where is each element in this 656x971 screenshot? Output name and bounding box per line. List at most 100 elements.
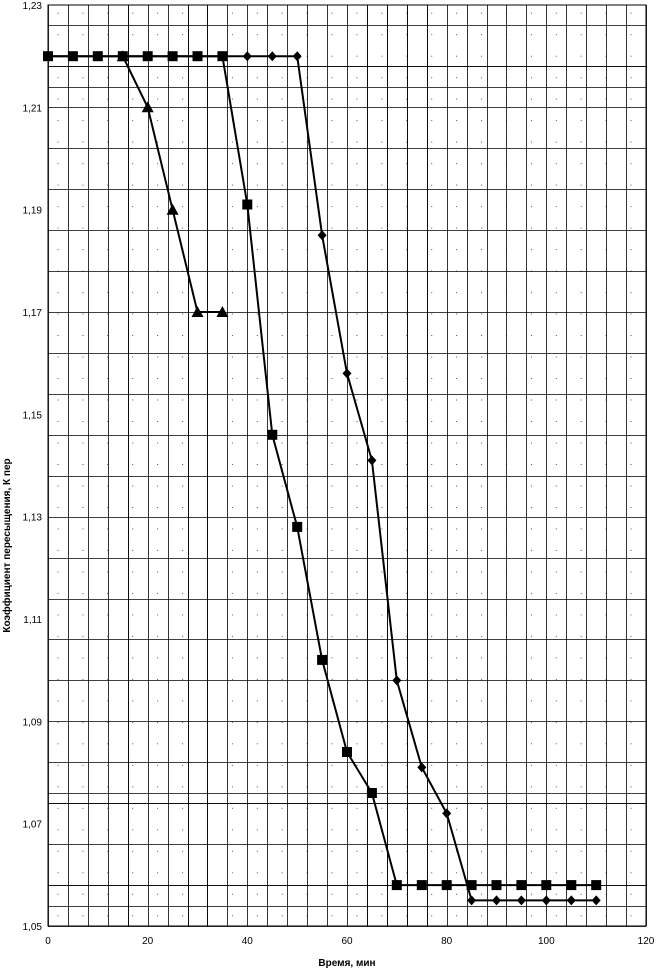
- background-dot: [231, 528, 233, 530]
- background-dot: [132, 700, 134, 702]
- background-dot: [182, 464, 184, 465]
- background-dot: [530, 98, 532, 100]
- background-dot: [132, 893, 134, 895]
- background-dot: [630, 292, 632, 294]
- background-dot: [157, 893, 159, 895]
- background-dot: [82, 915, 84, 917]
- background-dot: [107, 743, 109, 745]
- background-dot: [456, 77, 458, 79]
- background-dot: [456, 378, 458, 379]
- background-dot: [630, 528, 632, 530]
- background-dot: [356, 592, 358, 594]
- background-dot: [630, 592, 632, 594]
- background-dot: [456, 571, 458, 573]
- background-dot: [57, 829, 59, 831]
- background-dot: [231, 872, 233, 874]
- background-dot: [481, 872, 483, 874]
- background-dot: [381, 378, 383, 379]
- background-dot: [530, 399, 532, 401]
- background-dot: [381, 721, 383, 723]
- background-dot: [157, 635, 159, 637]
- background-dot: [580, 700, 582, 702]
- background-dot: [555, 421, 557, 422]
- background-dot: [406, 743, 408, 745]
- background-dot: [431, 442, 433, 444]
- background-dot: [82, 163, 84, 165]
- background-dot: [456, 721, 458, 723]
- background-dot: [431, 421, 433, 422]
- data-point-square: [566, 880, 577, 891]
- background-dot: [281, 657, 283, 659]
- x-tick-label: 120: [638, 936, 655, 947]
- background-dot: [530, 764, 532, 766]
- background-dot: [231, 464, 233, 465]
- background-dot: [555, 872, 557, 874]
- background-dot: [231, 184, 233, 186]
- background-dot: [530, 249, 532, 251]
- background-dot: [406, 12, 408, 14]
- background-dot: [107, 206, 109, 208]
- background-dot: [356, 571, 358, 573]
- background-dot: [580, 678, 582, 680]
- background-dot: [182, 786, 184, 788]
- background-dot: [132, 915, 134, 917]
- background-dot: [82, 120, 84, 122]
- background-dot: [456, 464, 458, 465]
- background-dot: [132, 163, 134, 165]
- background-dot: [107, 356, 109, 358]
- background-dot: [580, 721, 582, 723]
- background-dot: [182, 850, 184, 852]
- background-dot: [231, 335, 233, 336]
- background-dot: [630, 635, 632, 637]
- background-dot: [555, 313, 557, 315]
- background-dot: [256, 98, 258, 100]
- background-dot: [132, 872, 134, 874]
- background-dot: [406, 464, 408, 465]
- background-dot: [82, 464, 84, 465]
- data-point-square: [242, 199, 253, 210]
- background-dot: [481, 528, 483, 530]
- background-dot: [356, 614, 358, 616]
- background-dot: [456, 592, 458, 594]
- background-dot: [231, 571, 233, 573]
- background-dot: [231, 700, 233, 702]
- background-dot: [256, 227, 258, 229]
- background-dot: [57, 227, 59, 229]
- background-dot: [231, 743, 233, 745]
- background-dot: [406, 678, 408, 680]
- background-dot: [57, 528, 59, 530]
- background-dot: [406, 764, 408, 766]
- background-dot: [331, 227, 333, 229]
- background-dot: [281, 678, 283, 680]
- background-dot: [157, 421, 159, 422]
- background-dot: [231, 678, 233, 680]
- background-dot-pattern: [57, 12, 632, 917]
- background-dot: [331, 421, 333, 422]
- background-dot: [107, 507, 109, 508]
- background-dot: [530, 378, 532, 379]
- background-dot: [356, 399, 358, 401]
- background-dot: [256, 743, 258, 745]
- x-tick-label: 20: [142, 936, 154, 947]
- background-dot: [456, 442, 458, 444]
- background-dot: [381, 313, 383, 315]
- background-dot: [431, 141, 433, 143]
- background-dot: [580, 764, 582, 766]
- background-dot: [132, 141, 134, 143]
- background-dot: [331, 635, 333, 637]
- background-dot: [630, 356, 632, 358]
- background-dot: [555, 77, 557, 79]
- series-line-diamond: [48, 55, 597, 902]
- background-dot: [356, 163, 358, 165]
- background-dot: [630, 743, 632, 745]
- background-dot: [107, 249, 109, 251]
- background-dot: [107, 721, 109, 723]
- background-dot: [82, 678, 84, 680]
- background-dot: [406, 163, 408, 165]
- background-dot: [281, 120, 283, 122]
- x-tick-label: 100: [538, 936, 555, 947]
- background-dot: [182, 421, 184, 422]
- background-dot: [630, 872, 632, 874]
- background-dot: [456, 313, 458, 315]
- background-dot: [406, 55, 408, 57]
